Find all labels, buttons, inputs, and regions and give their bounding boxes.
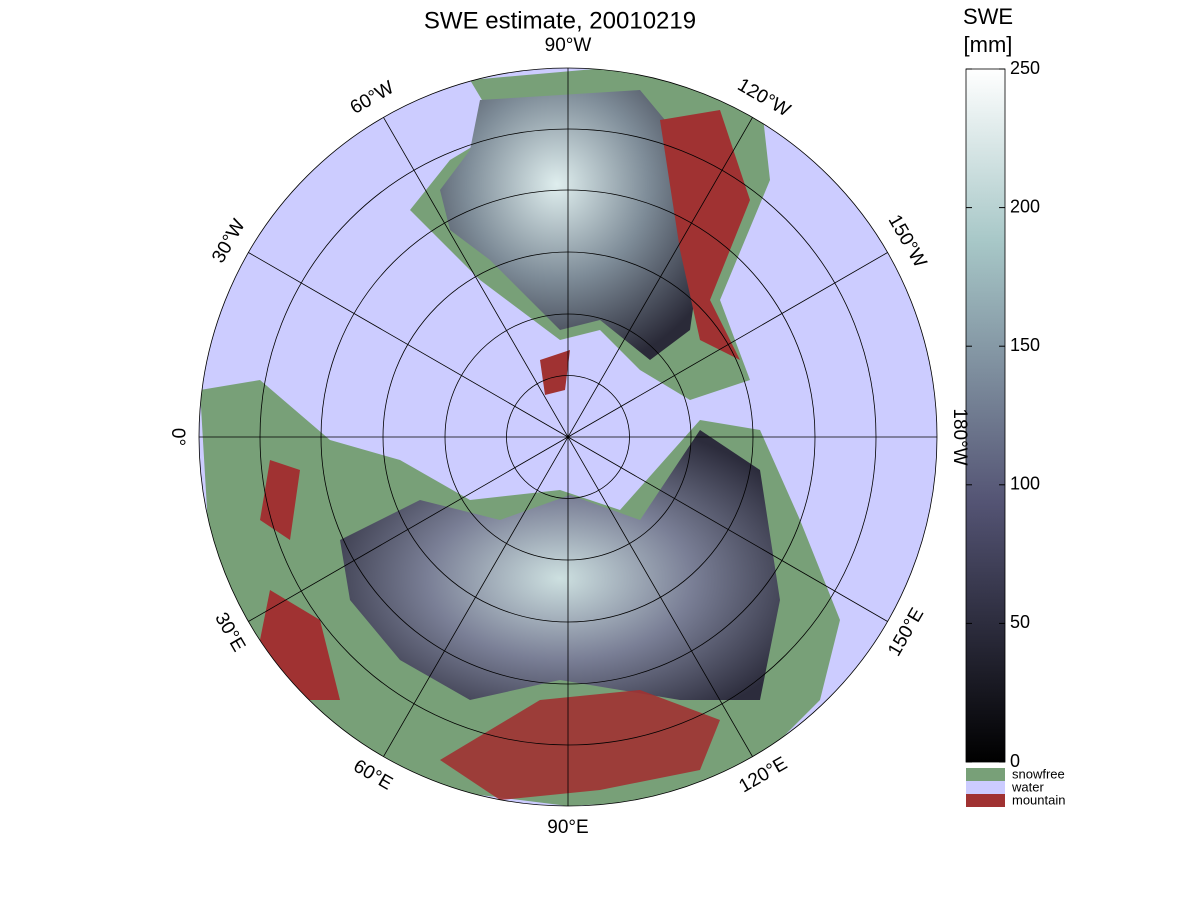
class-label: water xyxy=(1011,779,1044,794)
title: SWE estimate, 20010219 xyxy=(424,7,696,34)
eurasia-snow xyxy=(340,430,780,700)
rockies-mountain xyxy=(660,110,750,360)
colorbar-tick-label: 150 xyxy=(1010,335,1040,355)
meridian-label: 180°W xyxy=(949,408,970,465)
meridian-label: 60°W xyxy=(347,77,398,119)
colorbar xyxy=(965,68,1006,763)
colorbar-tick-label: 100 xyxy=(1010,474,1040,494)
europe-mountain xyxy=(260,460,340,700)
greenland-mountain xyxy=(540,350,570,395)
meridian-label: 60°E xyxy=(350,756,396,795)
class-swatch xyxy=(966,781,1005,794)
graticule xyxy=(198,67,938,807)
colorbar-label: SWE xyxy=(963,4,1013,29)
meridian-label: 90°E xyxy=(547,817,588,838)
class-swatch xyxy=(966,768,1005,781)
meridian-label: 0° xyxy=(167,428,188,446)
class-swatch xyxy=(966,794,1005,807)
meridian-label: 90°W xyxy=(545,35,592,56)
meridian-label: 30°W xyxy=(208,216,250,267)
class-label: mountain xyxy=(1012,792,1065,807)
class-label: snowfree xyxy=(1012,766,1065,781)
colorbar-tick-label: 0 xyxy=(1010,751,1020,771)
colorbar-label: [mm] xyxy=(964,32,1013,57)
colorbar-tick-label: 50 xyxy=(1010,612,1030,632)
north-america-snow xyxy=(440,90,700,360)
meridian-label: 30°E xyxy=(210,609,249,655)
colorbar-tick-label: 250 xyxy=(1010,58,1040,78)
meridian xyxy=(248,252,888,622)
colorbar-tick-label: 200 xyxy=(1010,196,1040,216)
